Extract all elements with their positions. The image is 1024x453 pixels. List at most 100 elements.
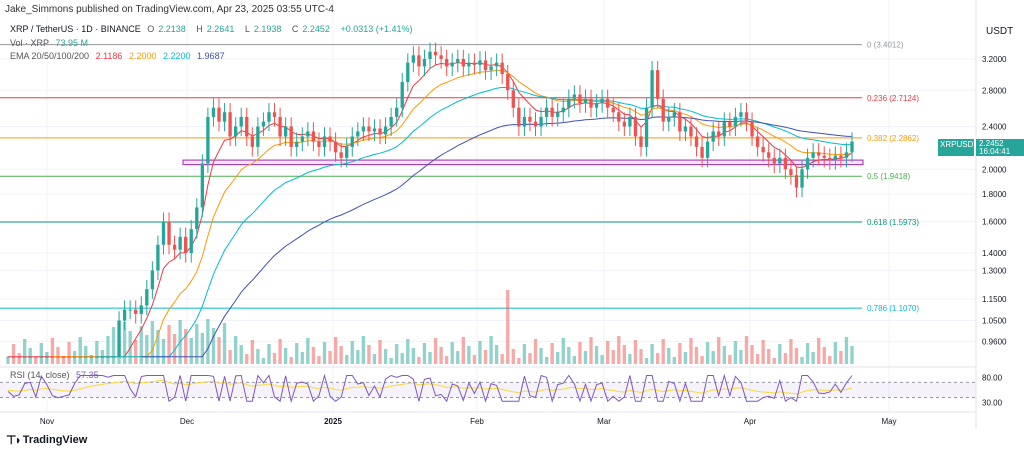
candle-body	[533, 121, 538, 127]
fib-level-label: 0 (3.4012)	[867, 41, 904, 50]
volume-bar	[311, 347, 316, 364]
candle-body	[95, 356, 99, 358]
candles[interactable]	[6, 42, 854, 358]
candle-body	[739, 112, 743, 117]
candle-body	[450, 62, 454, 67]
fib-level-label: 0.786 (1.1070)	[867, 304, 919, 313]
candle-body	[705, 141, 710, 158]
volume-bar	[606, 341, 610, 364]
ema-200-value: 1.9687	[197, 51, 225, 61]
candle-body	[267, 112, 271, 122]
volume-bar	[39, 343, 43, 364]
volume-bar	[844, 337, 849, 364]
volume-bar	[811, 352, 815, 364]
support-zone	[182, 159, 864, 166]
volume-bar	[389, 358, 393, 364]
volume-bar	[139, 326, 143, 364]
volume-bar	[156, 330, 160, 364]
rsi-legend[interactable]: RSI (14, close) 57.35	[10, 370, 103, 380]
candle-body	[428, 51, 432, 59]
ema-100-line	[96, 86, 853, 358]
volume-bar	[494, 345, 499, 364]
candle-body	[261, 121, 266, 127]
time-axis-tick: 2025	[324, 417, 342, 426]
ohlc-change: +0.0313 (+1.41%)	[340, 24, 413, 34]
candle-body	[22, 356, 27, 358]
volume-bar	[95, 341, 99, 364]
volume-bar	[372, 354, 377, 364]
volume-bar	[694, 347, 699, 364]
volume-bar	[417, 357, 421, 364]
time-axis-tick: Mar	[597, 417, 611, 426]
volume-bar	[772, 358, 776, 364]
volume-bar	[672, 357, 676, 364]
candle-body	[400, 82, 404, 108]
candle-body	[711, 131, 715, 142]
volume-bar	[439, 347, 443, 364]
volume-bar	[184, 329, 188, 364]
candle-body	[50, 356, 55, 358]
candle-body	[28, 356, 32, 358]
time-axis-tick: May	[881, 417, 896, 426]
volume-bar	[145, 335, 149, 364]
volume-legend[interactable]: Vol · XRP 73.95 M	[10, 38, 92, 48]
candle-body	[822, 155, 826, 158]
volume-bar	[572, 356, 577, 364]
candle-body	[422, 58, 427, 67]
volume-bar	[267, 344, 271, 364]
volume-bar	[217, 337, 221, 364]
volume-bar	[78, 337, 82, 364]
candle-body	[361, 126, 366, 132]
candle-body	[372, 128, 377, 132]
rsi-line	[7, 373, 853, 404]
volume-bar	[700, 356, 704, 364]
volume-bar	[161, 339, 166, 364]
volume-bar	[822, 347, 826, 364]
volume-bar	[84, 346, 88, 364]
volume-bar	[461, 337, 465, 364]
candle-body	[439, 55, 443, 59]
candle-body	[589, 98, 593, 108]
candle-body	[689, 126, 693, 137]
volume-bar	[683, 352, 688, 364]
candle-body	[489, 66, 493, 71]
candle-body	[728, 121, 732, 127]
volume-bar	[56, 347, 60, 364]
ema-legend[interactable]: EMA 20/50/100/200 2.1186 2.2000 2.2200 1…	[10, 51, 229, 61]
candle-body	[811, 152, 815, 158]
candle-body	[167, 221, 171, 245]
candle-body	[483, 60, 488, 71]
tradingview-brand[interactable]: ⊤◗ TradingView	[6, 433, 87, 447]
tradingview-logo-icon: ⊤◗	[6, 433, 22, 447]
candle-body	[833, 155, 838, 161]
rsi-pane[interactable]: 80.00 30.00	[0, 373, 1003, 407]
candle-body	[317, 141, 321, 147]
candle-body	[256, 126, 260, 147]
candle-body	[622, 121, 627, 127]
volume-bar	[395, 344, 399, 364]
candle-body	[78, 356, 82, 358]
rsi-label: RSI (14, close)	[10, 370, 70, 380]
volume-bar	[578, 342, 582, 364]
volume-bar	[350, 341, 354, 364]
volume-bar	[839, 351, 843, 364]
candle-body	[134, 309, 138, 314]
candle-body	[783, 157, 788, 170]
candle-body	[184, 236, 188, 254]
candle-body	[750, 121, 754, 137]
rsi-axis-lower: 30.00	[982, 398, 1003, 407]
candle-body	[722, 121, 726, 137]
volume-bar	[650, 344, 654, 364]
candle-body	[106, 356, 110, 358]
candle-body	[350, 136, 354, 147]
volume-bar	[733, 341, 738, 364]
candle-body	[778, 157, 782, 164]
volume-bar	[261, 358, 266, 364]
candle-body	[322, 136, 327, 147]
volume-bar	[828, 356, 832, 364]
fib-level-label: 0.618 (1.5973)	[867, 218, 919, 227]
candle-body	[311, 131, 316, 142]
volume-bar	[711, 351, 715, 364]
